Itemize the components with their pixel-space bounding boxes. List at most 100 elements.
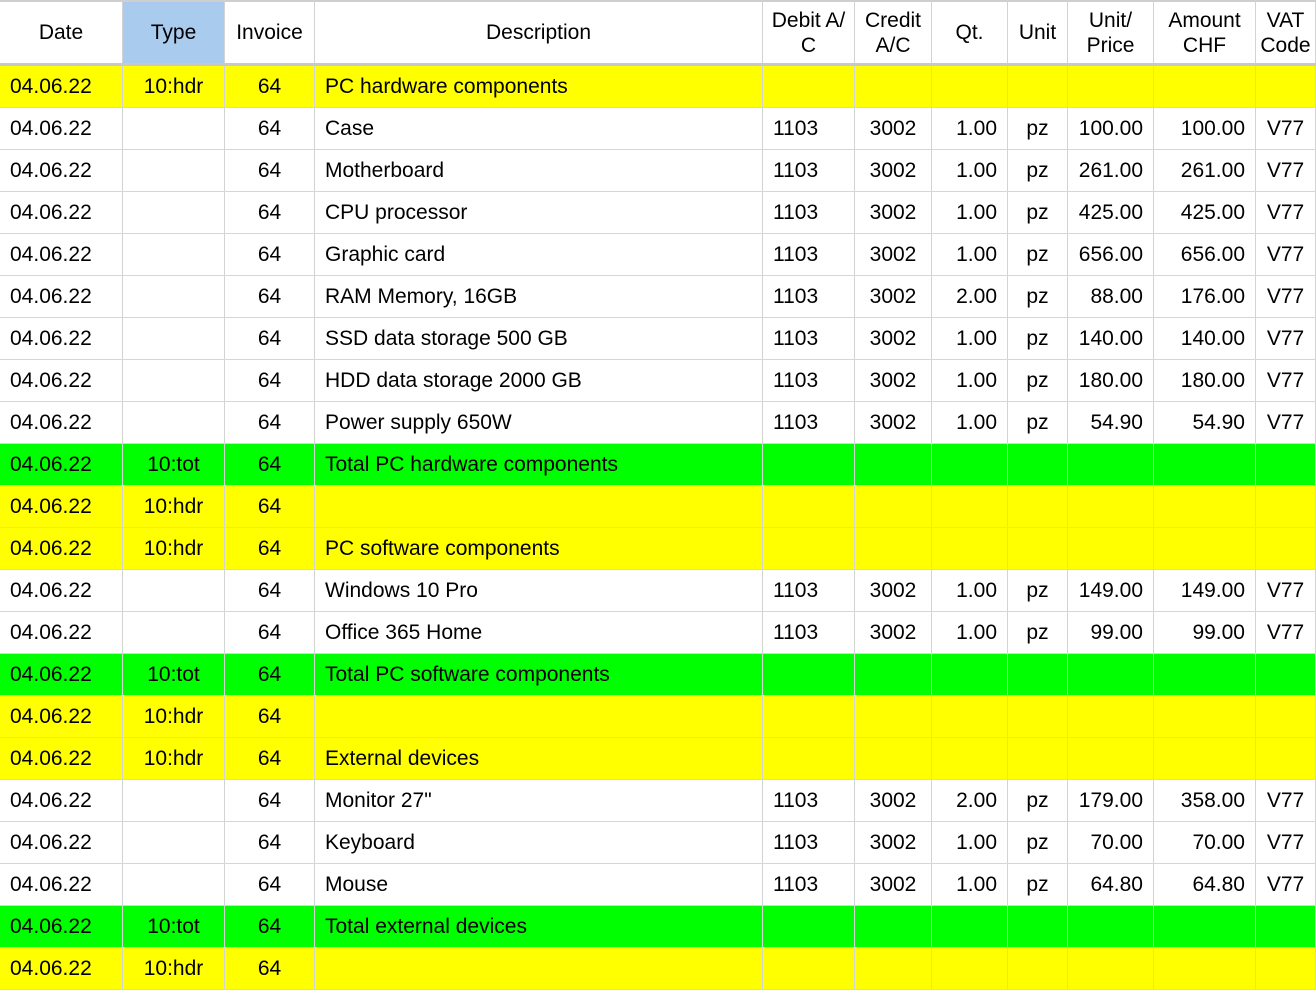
cell-quantity[interactable]: 1.00	[932, 612, 1008, 653]
cell-quantity[interactable]	[932, 66, 1008, 107]
cell-credit-account[interactable]	[855, 696, 932, 737]
cell-type[interactable]: 10:hdr	[123, 696, 225, 737]
cell-credit-account[interactable]: 3002	[855, 234, 932, 275]
cell-vat-code[interactable]: V77	[1256, 402, 1316, 443]
cell-credit-account[interactable]	[855, 738, 932, 779]
cell-unit[interactable]: pz	[1008, 150, 1068, 191]
group-header-row[interactable]: 04.06.22 10:hdr 64	[0, 696, 1316, 738]
cell-invoice[interactable]: 64	[225, 906, 315, 947]
cell-description[interactable]: Total PC software components	[315, 654, 763, 695]
cell-amount-chf[interactable]: 140.00	[1154, 318, 1256, 359]
cell-date[interactable]: 04.06.22	[0, 906, 123, 947]
cell-credit-account[interactable]: 3002	[855, 822, 932, 863]
cell-credit-account[interactable]	[855, 906, 932, 947]
column-header-unit[interactable]: Unit	[1008, 2, 1068, 63]
cell-date[interactable]: 04.06.22	[0, 486, 123, 527]
cell-description[interactable]: Case	[315, 108, 763, 149]
cell-invoice[interactable]: 64	[225, 66, 315, 107]
cell-type[interactable]	[123, 780, 225, 821]
cell-description[interactable]: CPU processor	[315, 192, 763, 233]
cell-type[interactable]	[123, 570, 225, 611]
cell-date[interactable]: 04.06.22	[0, 318, 123, 359]
column-header-credit-account[interactable]: Credit A/C	[855, 2, 932, 63]
cell-quantity[interactable]	[932, 528, 1008, 569]
group-total-row[interactable]: 04.06.22 10:tot 64 Total PC software compon…	[0, 654, 1316, 696]
cell-date[interactable]: 04.06.22	[0, 696, 123, 737]
cell-debit-account[interactable]: 1103	[763, 360, 855, 401]
cell-description[interactable]: HDD data storage 2000 GB	[315, 360, 763, 401]
cell-date[interactable]: 04.06.22	[0, 150, 123, 191]
table-row[interactable]: 04.06.22 64 Mouse 1103 3002 1.00 pz 64.80 64.80 V…	[0, 864, 1316, 906]
cell-vat-code[interactable]	[1256, 948, 1316, 989]
table-row[interactable]: 04.06.22 64 Monitor 27" 1103 3002 2.00 pz 179.0…	[0, 780, 1316, 822]
cell-unit[interactable]	[1008, 696, 1068, 737]
cell-invoice[interactable]: 64	[225, 234, 315, 275]
cell-type[interactable]	[123, 234, 225, 275]
group-header-row[interactable]: 04.06.22 10:hdr 64	[0, 948, 1316, 990]
cell-date[interactable]: 04.06.22	[0, 612, 123, 653]
column-header-quantity[interactable]: Qt.	[932, 2, 1008, 63]
cell-type[interactable]: 10:tot	[123, 444, 225, 485]
cell-debit-account[interactable]	[763, 696, 855, 737]
cell-invoice[interactable]: 64	[225, 318, 315, 359]
cell-invoice[interactable]: 64	[225, 654, 315, 695]
cell-unit[interactable]: pz	[1008, 402, 1068, 443]
cell-credit-account[interactable]: 3002	[855, 864, 932, 905]
cell-invoice[interactable]: 64	[225, 528, 315, 569]
cell-vat-code[interactable]: V77	[1256, 780, 1316, 821]
cell-quantity[interactable]: 1.00	[932, 234, 1008, 275]
cell-credit-account[interactable]	[855, 66, 932, 107]
cell-quantity[interactable]	[932, 696, 1008, 737]
column-header-date[interactable]: Date	[0, 2, 123, 63]
cell-debit-account[interactable]: 1103	[763, 402, 855, 443]
cell-debit-account[interactable]: 1103	[763, 276, 855, 317]
cell-invoice[interactable]: 64	[225, 822, 315, 863]
cell-unit[interactable]	[1008, 486, 1068, 527]
cell-credit-account[interactable]: 3002	[855, 276, 932, 317]
table-row[interactable]: 04.06.22 64 Office 365 Home 1103 3002 1.00 pz 9…	[0, 612, 1316, 654]
cell-amount-chf[interactable]: 64.80	[1154, 864, 1256, 905]
cell-date[interactable]: 04.06.22	[0, 528, 123, 569]
cell-invoice[interactable]: 64	[225, 570, 315, 611]
cell-unit[interactable]	[1008, 654, 1068, 695]
cell-quantity[interactable]: 1.00	[932, 150, 1008, 191]
cell-description[interactable]: Motherboard	[315, 150, 763, 191]
column-header-amount-chf[interactable]: Amount CHF	[1154, 2, 1256, 63]
column-header-type[interactable]: Type	[123, 2, 225, 63]
cell-amount-chf[interactable]	[1154, 66, 1256, 107]
cell-type[interactable]	[123, 612, 225, 653]
cell-amount-chf[interactable]	[1154, 528, 1256, 569]
cell-quantity[interactable]	[932, 444, 1008, 485]
cell-description[interactable]: Monitor 27"	[315, 780, 763, 821]
cell-description[interactable]	[315, 696, 763, 737]
cell-amount-chf[interactable]	[1154, 696, 1256, 737]
cell-type[interactable]: 10:hdr	[123, 528, 225, 569]
cell-quantity[interactable]	[932, 906, 1008, 947]
cell-debit-account[interactable]: 1103	[763, 318, 855, 359]
cell-unit-price[interactable]	[1068, 486, 1154, 527]
cell-unit-price[interactable]: 179.00	[1068, 780, 1154, 821]
cell-invoice[interactable]: 64	[225, 402, 315, 443]
cell-amount-chf[interactable]	[1154, 738, 1256, 779]
cell-unit-price[interactable]: 100.00	[1068, 108, 1154, 149]
cell-date[interactable]: 04.06.22	[0, 570, 123, 611]
cell-quantity[interactable]: 1.00	[932, 864, 1008, 905]
cell-unit[interactable]: pz	[1008, 108, 1068, 149]
cell-vat-code[interactable]: V77	[1256, 360, 1316, 401]
cell-unit[interactable]: pz	[1008, 822, 1068, 863]
group-header-row[interactable]: 04.06.22 10:hdr 64 External devices	[0, 738, 1316, 780]
cell-unit-price[interactable]: 140.00	[1068, 318, 1154, 359]
column-header-vat-code[interactable]: VAT Code	[1256, 2, 1316, 63]
cell-invoice[interactable]: 64	[225, 486, 315, 527]
cell-unit-price[interactable]: 64.80	[1068, 864, 1154, 905]
cell-type[interactable]: 10:tot	[123, 906, 225, 947]
cell-debit-account[interactable]: 1103	[763, 234, 855, 275]
cell-type[interactable]	[123, 360, 225, 401]
cell-credit-account[interactable]	[855, 528, 932, 569]
group-total-row[interactable]: 04.06.22 10:tot 64 Total PC hardware compon…	[0, 444, 1316, 486]
cell-credit-account[interactable]: 3002	[855, 150, 932, 191]
cell-invoice[interactable]: 64	[225, 150, 315, 191]
cell-date[interactable]: 04.06.22	[0, 360, 123, 401]
cell-invoice[interactable]: 64	[225, 360, 315, 401]
cell-type[interactable]	[123, 822, 225, 863]
